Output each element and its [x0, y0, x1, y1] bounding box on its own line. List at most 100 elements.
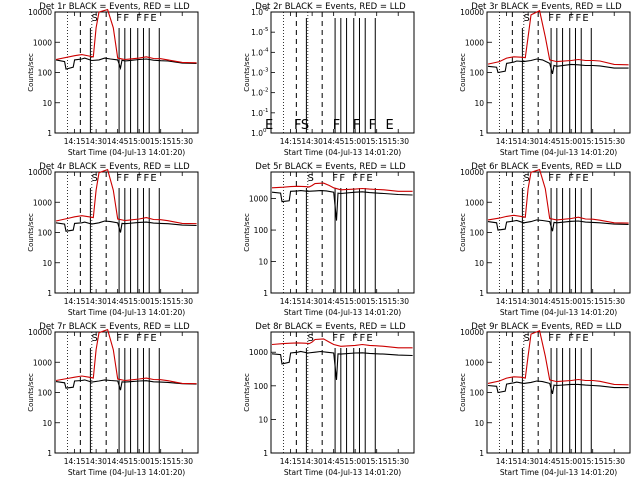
chart-svg: Det 7r BLACK = Events, RED = LLD Counts/s… [27, 322, 199, 477]
chart-svg: Det 2r BLACK = Events, RED = LLD Counts/s… [243, 2, 415, 157]
interval-marker: F [332, 173, 338, 184]
y-tick-label: 1000 [465, 198, 484, 207]
interval-marker: F [339, 333, 345, 344]
y-tick-exponent: -2 [263, 88, 268, 94]
x-tick-label: 14:15 [64, 297, 86, 306]
interval-marker: S [524, 173, 530, 184]
y-tick-label: 10 [258, 258, 268, 267]
x-tick-label: 15:15 [150, 297, 172, 306]
y-axis-label: Counts/sec [27, 53, 35, 92]
x-tick-label: 14:15 [496, 137, 518, 146]
interval-marker: F [548, 13, 554, 24]
y-tick-exponent: -5 [263, 27, 269, 33]
x-axis-label: Start Time (04-Jul-13 14:01:20) [68, 468, 185, 477]
interval-marker: F [123, 13, 129, 24]
series-line [271, 182, 413, 192]
chart-svg: Det 3r BLACK = Events, RED = LLD Counts/s… [459, 2, 631, 157]
series-line [487, 9, 629, 66]
x-tick-label: 15:30 [603, 457, 625, 466]
x-tick-label: 15:15 [150, 137, 172, 146]
y-tick-label: 100 [470, 389, 485, 398]
y-tick-label: 1 [479, 129, 484, 138]
x-tick-label: 14:15 [280, 297, 302, 306]
x-tick-label: 14:30 [301, 457, 323, 466]
interval-marker: S [308, 333, 314, 344]
interval-marker: F [116, 333, 122, 344]
x-tick-label: 14:15 [64, 457, 86, 466]
y-tick-label: 1.0 [251, 129, 263, 138]
x-tick-label: 15:00 [560, 137, 582, 146]
series-line [487, 219, 629, 232]
interval-marker: S [92, 173, 98, 184]
y-axis-label: Counts/sec [243, 53, 251, 92]
x-tick-label: 15:30 [603, 297, 625, 306]
y-tick-label: 1 [47, 129, 52, 138]
x-axis-label: Start Time (04-Jul-13 14:01:20) [68, 308, 185, 317]
interval-marker: F [116, 13, 122, 24]
x-tick-label: 14:15 [280, 457, 302, 466]
y-tick-label: 1000 [465, 358, 484, 367]
interval-marker: S [524, 13, 530, 24]
y-tick-label: 100 [470, 229, 485, 238]
interval-marker: S [308, 173, 314, 184]
interval-marker: F [575, 173, 581, 184]
x-tick-label: 15:15 [582, 457, 604, 466]
panel-det-9: Det 9r BLACK = Events, RED = LLD Counts/s… [432, 320, 637, 478]
x-tick-label: 15:00 [344, 137, 366, 146]
y-tick-label: 1.0 [251, 28, 263, 37]
y-tick-label: 10 [42, 99, 52, 108]
x-tick-label: 15:15 [366, 137, 388, 146]
y-axis-label: Counts/sec [27, 373, 35, 412]
y-tick-label: 1 [263, 449, 268, 458]
chart-title: Det 2r BLACK = Events, RED = LLD [255, 2, 406, 12]
interval-marker: F [333, 118, 340, 133]
y-axis-label: Counts/sec [459, 53, 467, 92]
interval-marker: S [92, 333, 98, 344]
chart-svg: Det 9r BLACK = Events, RED = LLD Counts/s… [459, 322, 631, 477]
plot-frame [270, 331, 415, 454]
x-tick-label: 14:30 [517, 297, 539, 306]
x-tick-label: 14:45 [323, 297, 345, 306]
x-tick-label: 14:15 [496, 457, 518, 466]
panel-det-6: Det 6r BLACK = Events, RED = LLD Counts/s… [432, 160, 637, 318]
series-line [55, 8, 197, 64]
y-axis-label: Counts/sec [459, 373, 467, 412]
x-tick-label: 15:00 [560, 457, 582, 466]
panel-det-7: Det 7r BLACK = Events, RED = LLD Counts/s… [0, 320, 205, 478]
x-tick-label: 14:30 [85, 297, 107, 306]
x-tick-label: 15:00 [344, 297, 366, 306]
interval-marker: S [301, 118, 309, 133]
plot-frame [54, 11, 199, 134]
x-axis-label: Start Time (04-Jul-13 14:01:20) [284, 148, 401, 157]
y-tick-label: 100 [254, 226, 269, 235]
interval-marker: F [332, 333, 338, 344]
series-line [271, 190, 413, 221]
chart-title: Det 9r BLACK = Events, RED = LLD [471, 322, 622, 332]
interval-marker: E [150, 333, 156, 344]
interval-marker: F [555, 13, 561, 24]
interval-marker: F [143, 13, 149, 24]
y-tick-label: 1 [479, 289, 484, 298]
chart-title: Det 3r BLACK = Events, RED = LLD [471, 2, 622, 12]
y-axis-label: Counts/sec [243, 373, 251, 412]
panel-det-1: Det 1r BLACK = Events, RED = LLD Counts/s… [0, 0, 205, 158]
x-axis-label: Start Time (04-Jul-13 14:01:20) [500, 148, 617, 157]
y-tick-label: 10 [474, 259, 484, 268]
interval-marker: F [136, 173, 142, 184]
x-tick-label: 15:00 [560, 297, 582, 306]
plot-frame [486, 11, 631, 134]
y-tick-label: 1.0 [251, 48, 263, 57]
interval-marker: F [136, 13, 142, 24]
interval-marker: S [524, 333, 530, 344]
x-tick-label: 15:30 [387, 297, 409, 306]
plot-frame [486, 171, 631, 294]
interval-marker: E [150, 173, 156, 184]
interval-marker: F [555, 333, 561, 344]
interval-marker: E [366, 333, 372, 344]
y-tick-label: 10 [258, 415, 268, 424]
series-line [55, 220, 197, 233]
series-line [55, 328, 197, 385]
y-tick-label: 10000 [28, 328, 52, 337]
x-tick-label: 14:45 [539, 457, 561, 466]
